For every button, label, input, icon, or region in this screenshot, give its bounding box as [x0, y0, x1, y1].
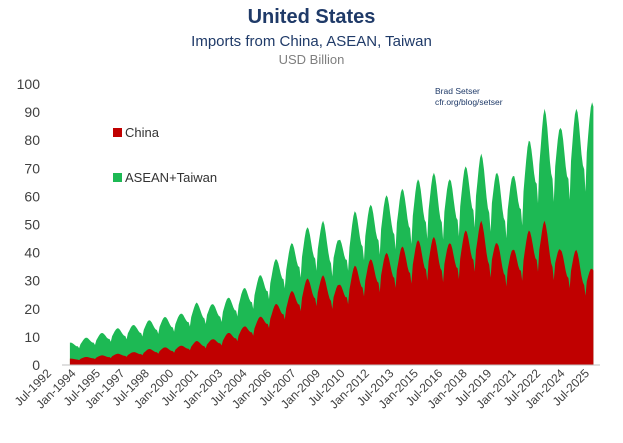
- credit-block: Brad Setser cfr.org/blog/setser: [435, 86, 503, 108]
- legend-item-asean-taiwan: ASEAN+Taiwan: [113, 170, 217, 185]
- y-tick-label: 90: [24, 104, 40, 120]
- area-series-china: [69, 220, 594, 365]
- legend-item-china: China: [113, 125, 159, 140]
- y-tick-label: 60: [24, 188, 40, 204]
- credit-url[interactable]: cfr.org/blog/setser: [435, 97, 503, 107]
- y-tick-label: 50: [24, 217, 40, 233]
- legend-label-asean-taiwan: ASEAN+Taiwan: [125, 170, 218, 185]
- credit-name: Brad Setser: [435, 86, 480, 96]
- legend-label-china: China: [125, 125, 159, 140]
- y-tick-label: 20: [24, 301, 40, 317]
- y-tick-label: 100: [17, 76, 41, 92]
- legend-swatch-china: [113, 128, 122, 137]
- chart-subtitle: Imports from China, ASEAN, Taiwan: [191, 33, 432, 50]
- chart-units: USD Billion: [278, 52, 345, 67]
- y-tick-label: 70: [24, 160, 40, 176]
- chart-title: United States: [247, 6, 376, 28]
- y-tick-label: 10: [24, 329, 40, 345]
- y-tick-label: 40: [24, 245, 40, 261]
- legend-swatch-asean-taiwan: [113, 173, 122, 182]
- y-tick-label: 0: [32, 357, 40, 373]
- y-tick-label: 80: [24, 132, 40, 148]
- y-tick-label: 30: [24, 273, 40, 289]
